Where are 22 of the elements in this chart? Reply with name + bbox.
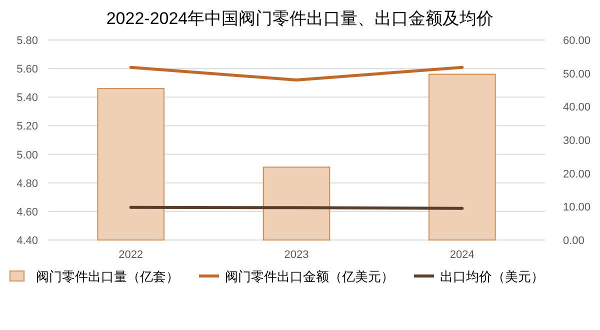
y-tick-label: 4.40 bbox=[16, 235, 38, 247]
y-tick-label: 5.80 bbox=[16, 35, 38, 47]
y2-tick-label: 30.00 bbox=[563, 135, 591, 147]
y2-tick-label: 60.00 bbox=[563, 35, 591, 47]
y-tick-label: 5.40 bbox=[16, 92, 38, 104]
chart-title: 2022-2024年中国阀门零件出口量、出口金额及均价 bbox=[106, 9, 494, 28]
y-tick-label: 4.80 bbox=[16, 178, 38, 190]
y2-tick-label: 50.00 bbox=[563, 68, 591, 80]
x-tick-label: 2024 bbox=[450, 249, 474, 261]
y2-tick-label: 20.00 bbox=[563, 168, 591, 180]
legend-label: 阀门零件出口量（亿套） bbox=[36, 269, 179, 284]
y2-tick-label: 40.00 bbox=[563, 102, 591, 114]
x-tick-label: 2023 bbox=[284, 249, 309, 261]
x-tick-label: 2022 bbox=[118, 249, 144, 261]
y2-tick-label: 10.00 bbox=[563, 202, 591, 214]
y-tick-label: 5.60 bbox=[16, 64, 38, 76]
y-tick-label: 5.00 bbox=[16, 149, 38, 162]
y-tick-label: 5.20 bbox=[16, 120, 38, 133]
y2-tick-label: 0.00 bbox=[563, 235, 584, 247]
legend-label: 阀门零件出口金额（亿美元） bbox=[225, 269, 394, 284]
legend-label: 出口均价（美元） bbox=[440, 269, 544, 284]
y-tick-label: 4.60 bbox=[16, 206, 38, 218]
